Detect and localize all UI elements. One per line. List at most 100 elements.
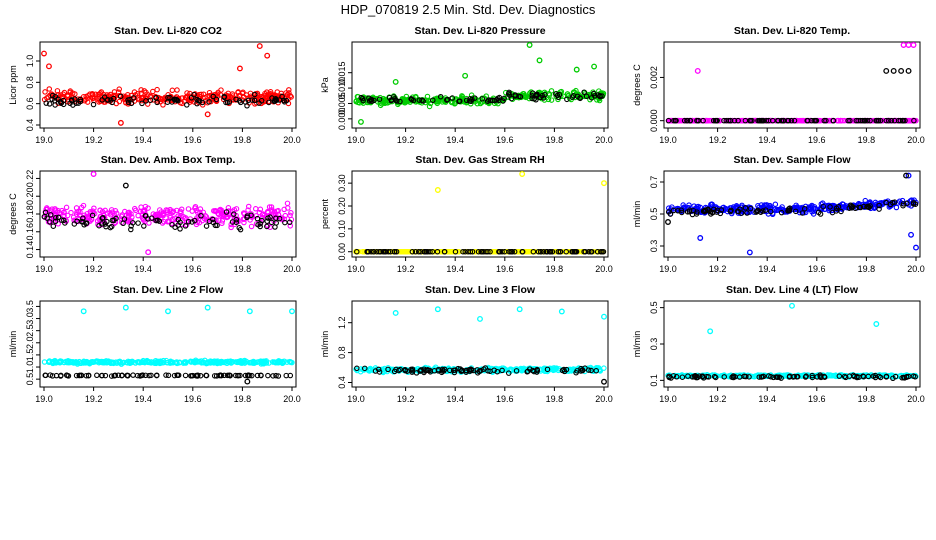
y-tick-label: 0.010: [337, 77, 347, 100]
outlier-point: [707, 328, 714, 335]
data-point: [116, 98, 123, 105]
data-point: [690, 207, 697, 214]
data-point: [862, 197, 869, 204]
data-point: [582, 248, 589, 255]
outlier-point: [573, 66, 580, 73]
data-point: [386, 94, 393, 101]
data-point: [416, 97, 423, 103]
data-point: [199, 99, 206, 106]
x-tick-label: 19.2: [709, 394, 727, 404]
x-tick-label: 19.2: [85, 264, 103, 274]
data-point: [508, 366, 515, 373]
data-point: [148, 360, 154, 366]
x-tick-label: 19.6: [808, 135, 826, 145]
data-point: [600, 248, 607, 255]
data-point: [232, 372, 239, 379]
x-tick-label: 19.2: [397, 394, 415, 404]
data-point: [53, 215, 59, 221]
x-tick-label: 19.2: [709, 135, 727, 145]
plot-frame: [351, 41, 609, 129]
data-point: [52, 102, 58, 108]
data-point: [867, 203, 873, 209]
data-point: [747, 117, 753, 124]
outlier-point: [898, 67, 905, 74]
data-point: [203, 372, 209, 379]
data-point: [228, 224, 234, 231]
data-point: [135, 359, 141, 365]
data-point: [505, 370, 512, 376]
data-point: [192, 203, 199, 210]
data-point: [287, 223, 294, 229]
y-tick-label: 0.5: [649, 301, 659, 314]
data-point: [549, 248, 556, 255]
panel-co2: Stan. Dev. Li-820 CO2 19.0 19.2 19.4 19.6 19…: [0, 25, 312, 156]
data-point: [890, 375, 896, 382]
data-point: [257, 223, 263, 230]
x-tick-label: 19.2: [709, 264, 727, 274]
data-point: [773, 207, 780, 214]
data-point: [899, 197, 906, 204]
plot-frame: [39, 41, 297, 129]
data-point: [229, 91, 236, 97]
data-point: [286, 87, 292, 93]
data-point: [58, 217, 65, 223]
data-point: [354, 365, 360, 372]
data-point: [583, 93, 590, 99]
data-point: [382, 100, 388, 107]
data-point: [767, 208, 774, 215]
data-point: [132, 207, 139, 214]
data-point: [757, 209, 764, 215]
data-point: [452, 248, 459, 255]
data-point: [424, 93, 431, 100]
data-point: [899, 375, 905, 381]
data-point: [413, 93, 419, 100]
outlier-point: [392, 310, 399, 316]
data-point: [723, 117, 729, 124]
data-point: [108, 97, 114, 103]
data-point: [812, 117, 819, 124]
data-point: [721, 374, 728, 380]
scatter-plot-line3-flow: 19.0 19.2 19.4 19.6 19.8 20.0 0.4 0.8 1.2 ml/min: [320, 300, 613, 404]
data-point: [153, 372, 160, 379]
data-point: [96, 96, 103, 102]
data-point: [772, 201, 779, 208]
data-point: [581, 89, 587, 95]
data-point: [353, 98, 359, 105]
data-point: [126, 359, 132, 365]
data-point: [217, 360, 224, 366]
data-point: [553, 91, 559, 97]
data-point: [167, 358, 174, 365]
plot-frame: [39, 300, 297, 388]
data-point: [49, 92, 56, 99]
scatter-plot-pressure: 19.0 19.2 19.4 19.6 19.8 20.0 0.0000.0050.0100…: [320, 41, 613, 145]
outlier-point: [591, 63, 598, 70]
data-point: [170, 216, 176, 222]
data-point: [218, 87, 224, 93]
data-point: [248, 223, 255, 230]
outlier-point: [883, 67, 890, 74]
data-point: [685, 373, 691, 379]
data-point: [814, 374, 820, 380]
data-point: [667, 211, 674, 217]
data-point: [426, 103, 433, 110]
x-tick-label: 20.0: [595, 135, 613, 145]
data-point: [484, 98, 491, 104]
data-point: [167, 94, 173, 101]
data-point: [457, 98, 463, 104]
data-point: [180, 360, 187, 366]
data-point: [81, 359, 88, 365]
data-point: [47, 219, 54, 226]
series-0: [665, 302, 919, 380]
x-tick-label: 19.2: [85, 135, 103, 145]
x-tick-label: 20.0: [283, 264, 301, 274]
data-point: [55, 214, 62, 221]
x-tick-label: 19.8: [546, 135, 564, 145]
data-point: [165, 372, 172, 379]
data-point: [52, 218, 59, 224]
data-point: [544, 368, 551, 375]
data-point: [235, 372, 242, 379]
data-point: [61, 212, 67, 219]
series-0: [42, 171, 295, 256]
data-point: [597, 367, 603, 374]
data-point: [793, 208, 799, 215]
